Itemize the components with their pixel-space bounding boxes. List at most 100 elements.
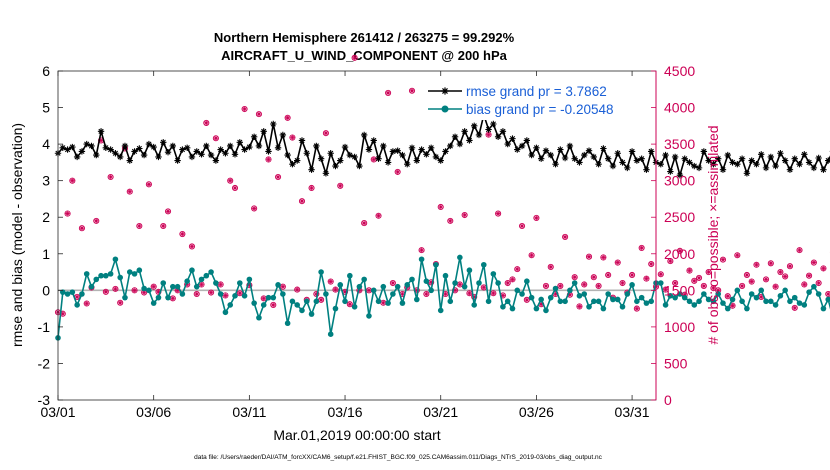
x-tick-label-1: 03/06 — [136, 404, 171, 420]
obs-assimilated-38 — [237, 291, 242, 296]
obs-possible-120 — [629, 271, 636, 279]
obs-marker-23 — [164, 208, 172, 215]
rmse-point-123 — [643, 166, 650, 173]
bias-point-127 — [662, 302, 669, 308]
rmse-point-59 — [337, 157, 344, 164]
rmse-point-7 — [88, 142, 95, 150]
obs-possible-129 — [672, 279, 679, 287]
rmse-point-158 — [810, 164, 818, 172]
obs-marker-106 — [562, 233, 569, 241]
obs-assimilated-90 — [486, 132, 491, 137]
obs-marker-91 — [490, 290, 497, 297]
rmse-point-117 — [614, 150, 621, 157]
rmse-point-143 — [738, 155, 746, 162]
obs-possible-145 — [748, 278, 755, 285]
obs-marker-3 — [69, 177, 76, 184]
obs-assimilated-16 — [132, 288, 137, 293]
obs-possible-132 — [686, 267, 693, 274]
obs-possible-15 — [126, 188, 133, 195]
bias-point-27 — [184, 278, 190, 284]
rmse-point-55 — [317, 155, 325, 162]
rmse-point-133 — [691, 162, 698, 170]
rmse-point-112 — [590, 153, 598, 161]
rmse-point-41 — [250, 133, 258, 140]
rmse-point-62 — [351, 153, 358, 161]
obs-possible-144 — [743, 271, 750, 279]
obs-assimilated-59 — [338, 183, 343, 188]
bias-point-3 — [69, 289, 76, 295]
rmse-point-11 — [107, 146, 114, 153]
obs-possible-2 — [64, 210, 71, 217]
bias-point-132 — [686, 298, 693, 305]
obs-marker-133 — [691, 277, 698, 284]
y-right-tick-label-500: 500 — [664, 355, 688, 371]
obs-possible-136 — [705, 269, 712, 276]
rmse-point-88 — [475, 131, 483, 139]
rmse-point-134 — [695, 164, 703, 172]
obs-possible-33 — [212, 135, 219, 142]
obs-assimilated-57 — [328, 279, 333, 284]
bias-point-13 — [117, 274, 123, 281]
bias-point-103 — [547, 294, 554, 301]
obs-possible-154 — [791, 304, 798, 311]
rmse-point-68 — [380, 142, 387, 150]
obs-assimilated-110 — [582, 282, 587, 287]
title: Northern Hemisphere 261412 / 263275 = 99… — [214, 30, 515, 63]
obs-assimilated-68 — [381, 300, 386, 305]
bias-point-108 — [571, 280, 578, 286]
obs-marker-69 — [385, 89, 392, 96]
rmse-point-78 — [427, 144, 435, 151]
obs-assimilated-2 — [65, 211, 70, 216]
rmse-point-48 — [284, 151, 291, 159]
rmse-point-96 — [514, 146, 521, 153]
obs-assimilated-140 — [725, 294, 730, 299]
obs-assimilated-78 — [429, 280, 434, 285]
y-left-tick-label--1: -1 — [38, 319, 51, 335]
obs-marker-95 — [509, 276, 516, 283]
bias-point-74 — [409, 276, 415, 283]
obs-possible-124 — [648, 260, 655, 268]
obs-possible-71 — [394, 168, 401, 175]
bias-point-135 — [701, 291, 707, 297]
obs-assimilated-122 — [639, 245, 644, 251]
bias-point-92 — [495, 280, 501, 286]
obs-assimilated-77 — [424, 291, 429, 297]
bias-point-8 — [93, 276, 100, 283]
bias-point-151 — [777, 293, 784, 299]
obs-assimilated-10 — [103, 289, 108, 294]
obs-marker-26 — [179, 230, 186, 238]
obs-possible-42 — [255, 111, 262, 118]
bias-point-112 — [591, 298, 597, 305]
bias-point-86 — [466, 267, 473, 274]
obs-marker-122 — [638, 244, 645, 251]
rmse-point-4 — [73, 153, 81, 161]
obs-assimilated-19 — [146, 182, 151, 187]
obs-marker-29 — [193, 290, 200, 298]
obs-marker-129 — [672, 279, 679, 287]
rmse-point-70 — [389, 148, 397, 155]
bias-point-60 — [342, 298, 348, 305]
obs-marker-66 — [370, 156, 377, 163]
obs-marker-17 — [136, 222, 143, 230]
rmse-point-42 — [255, 142, 263, 150]
obs-marker-109 — [576, 303, 583, 310]
rmse-point-80 — [437, 157, 444, 164]
bias-point-150 — [772, 302, 779, 308]
obs-marker-124 — [648, 260, 655, 268]
obs-assimilated-29 — [194, 291, 199, 297]
obs-marker-94 — [504, 279, 511, 287]
obs-possible-51 — [298, 198, 306, 205]
obs-assimilated-41 — [252, 206, 257, 211]
obs-assimilated-159 — [816, 280, 821, 286]
obs-marker-33 — [212, 135, 219, 142]
obs-assimilated-97 — [519, 223, 525, 229]
obs-marker-128 — [667, 258, 674, 265]
obs-marker-102 — [542, 282, 550, 289]
y-right-tick-label-1000: 1000 — [664, 319, 695, 335]
rmse-point-53 — [308, 166, 315, 173]
y-left-tick-label-1: 1 — [42, 246, 50, 262]
bias-point-138 — [715, 291, 721, 297]
obs-possible-150 — [772, 283, 779, 290]
obs-marker-50 — [294, 286, 301, 293]
rmse-point-18 — [140, 151, 148, 159]
